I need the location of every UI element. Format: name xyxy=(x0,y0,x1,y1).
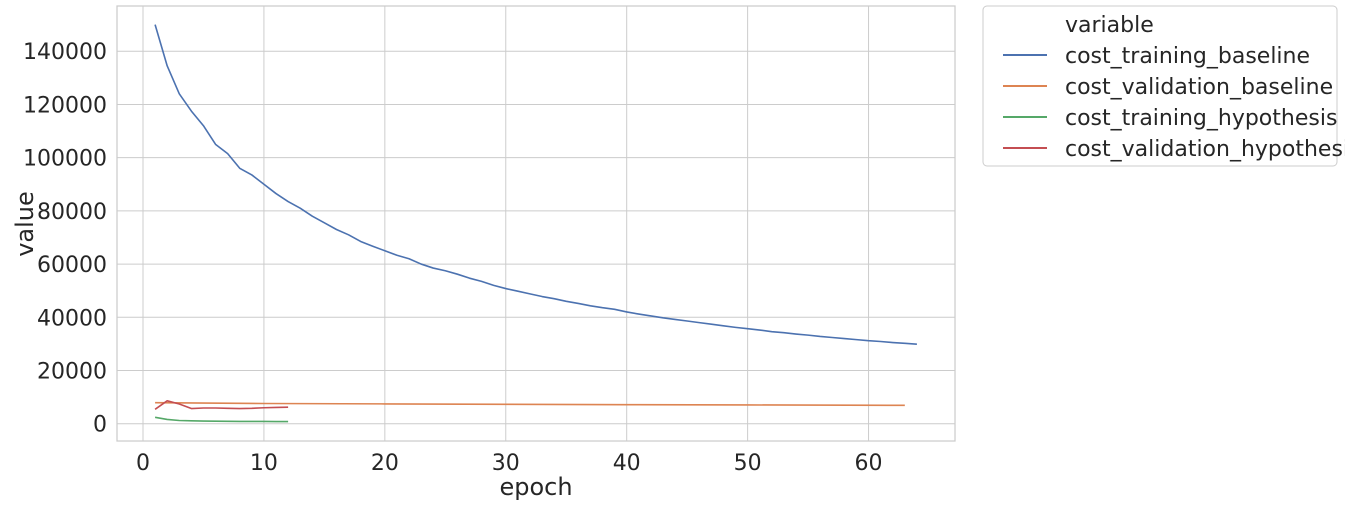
y-tick-label: 100000 xyxy=(23,147,107,172)
x-tick-label: 0 xyxy=(136,451,150,476)
x-tick-label: 10 xyxy=(250,451,278,476)
legend-frame xyxy=(982,5,1338,167)
series-lines xyxy=(154,24,917,423)
x-tick-label: 40 xyxy=(613,451,641,476)
y-tick-label: 0 xyxy=(93,413,107,438)
series-line-cost-training-hypothesis xyxy=(154,416,289,423)
legend-label: cost_training_hypothesis xyxy=(1065,106,1337,131)
legend-label: cost_validation_hypothesis xyxy=(1065,137,1345,162)
x-tick-label: 30 xyxy=(492,451,520,476)
y-tick-label: 20000 xyxy=(37,359,107,384)
x-axis-label: epoch xyxy=(499,473,572,501)
series-line-cost-validation-baseline xyxy=(155,401,905,407)
plot-frame xyxy=(116,5,956,442)
grid xyxy=(117,6,955,441)
series-line-cost-training-baseline xyxy=(154,24,917,345)
x-tick-labels: 0 10 20 30 40 50 60 xyxy=(136,451,883,476)
y-tick-label: 80000 xyxy=(37,200,107,225)
legend-title: variable xyxy=(1065,13,1154,38)
y-tick-label: 120000 xyxy=(23,93,107,118)
y-tick-label: 60000 xyxy=(37,253,107,278)
y-axis-label: value xyxy=(11,191,39,257)
y-tick-label: 40000 xyxy=(37,306,107,331)
x-tick-label: 20 xyxy=(371,451,399,476)
x-tick-label: 60 xyxy=(855,451,883,476)
y-tick-labels: 0 20000 40000 60000 80000 100000 120000 140000 xyxy=(23,40,107,437)
x-tick-label: 50 xyxy=(734,451,762,476)
y-tick-label: 140000 xyxy=(23,40,107,65)
legend-label: cost_training_baseline xyxy=(1065,44,1310,69)
series-line-cost-validation-hypothesis xyxy=(154,400,289,410)
legend: variable cost_training_baseline cost_vali… xyxy=(982,5,1345,167)
legend-label: cost_validation_baseline xyxy=(1065,75,1333,100)
